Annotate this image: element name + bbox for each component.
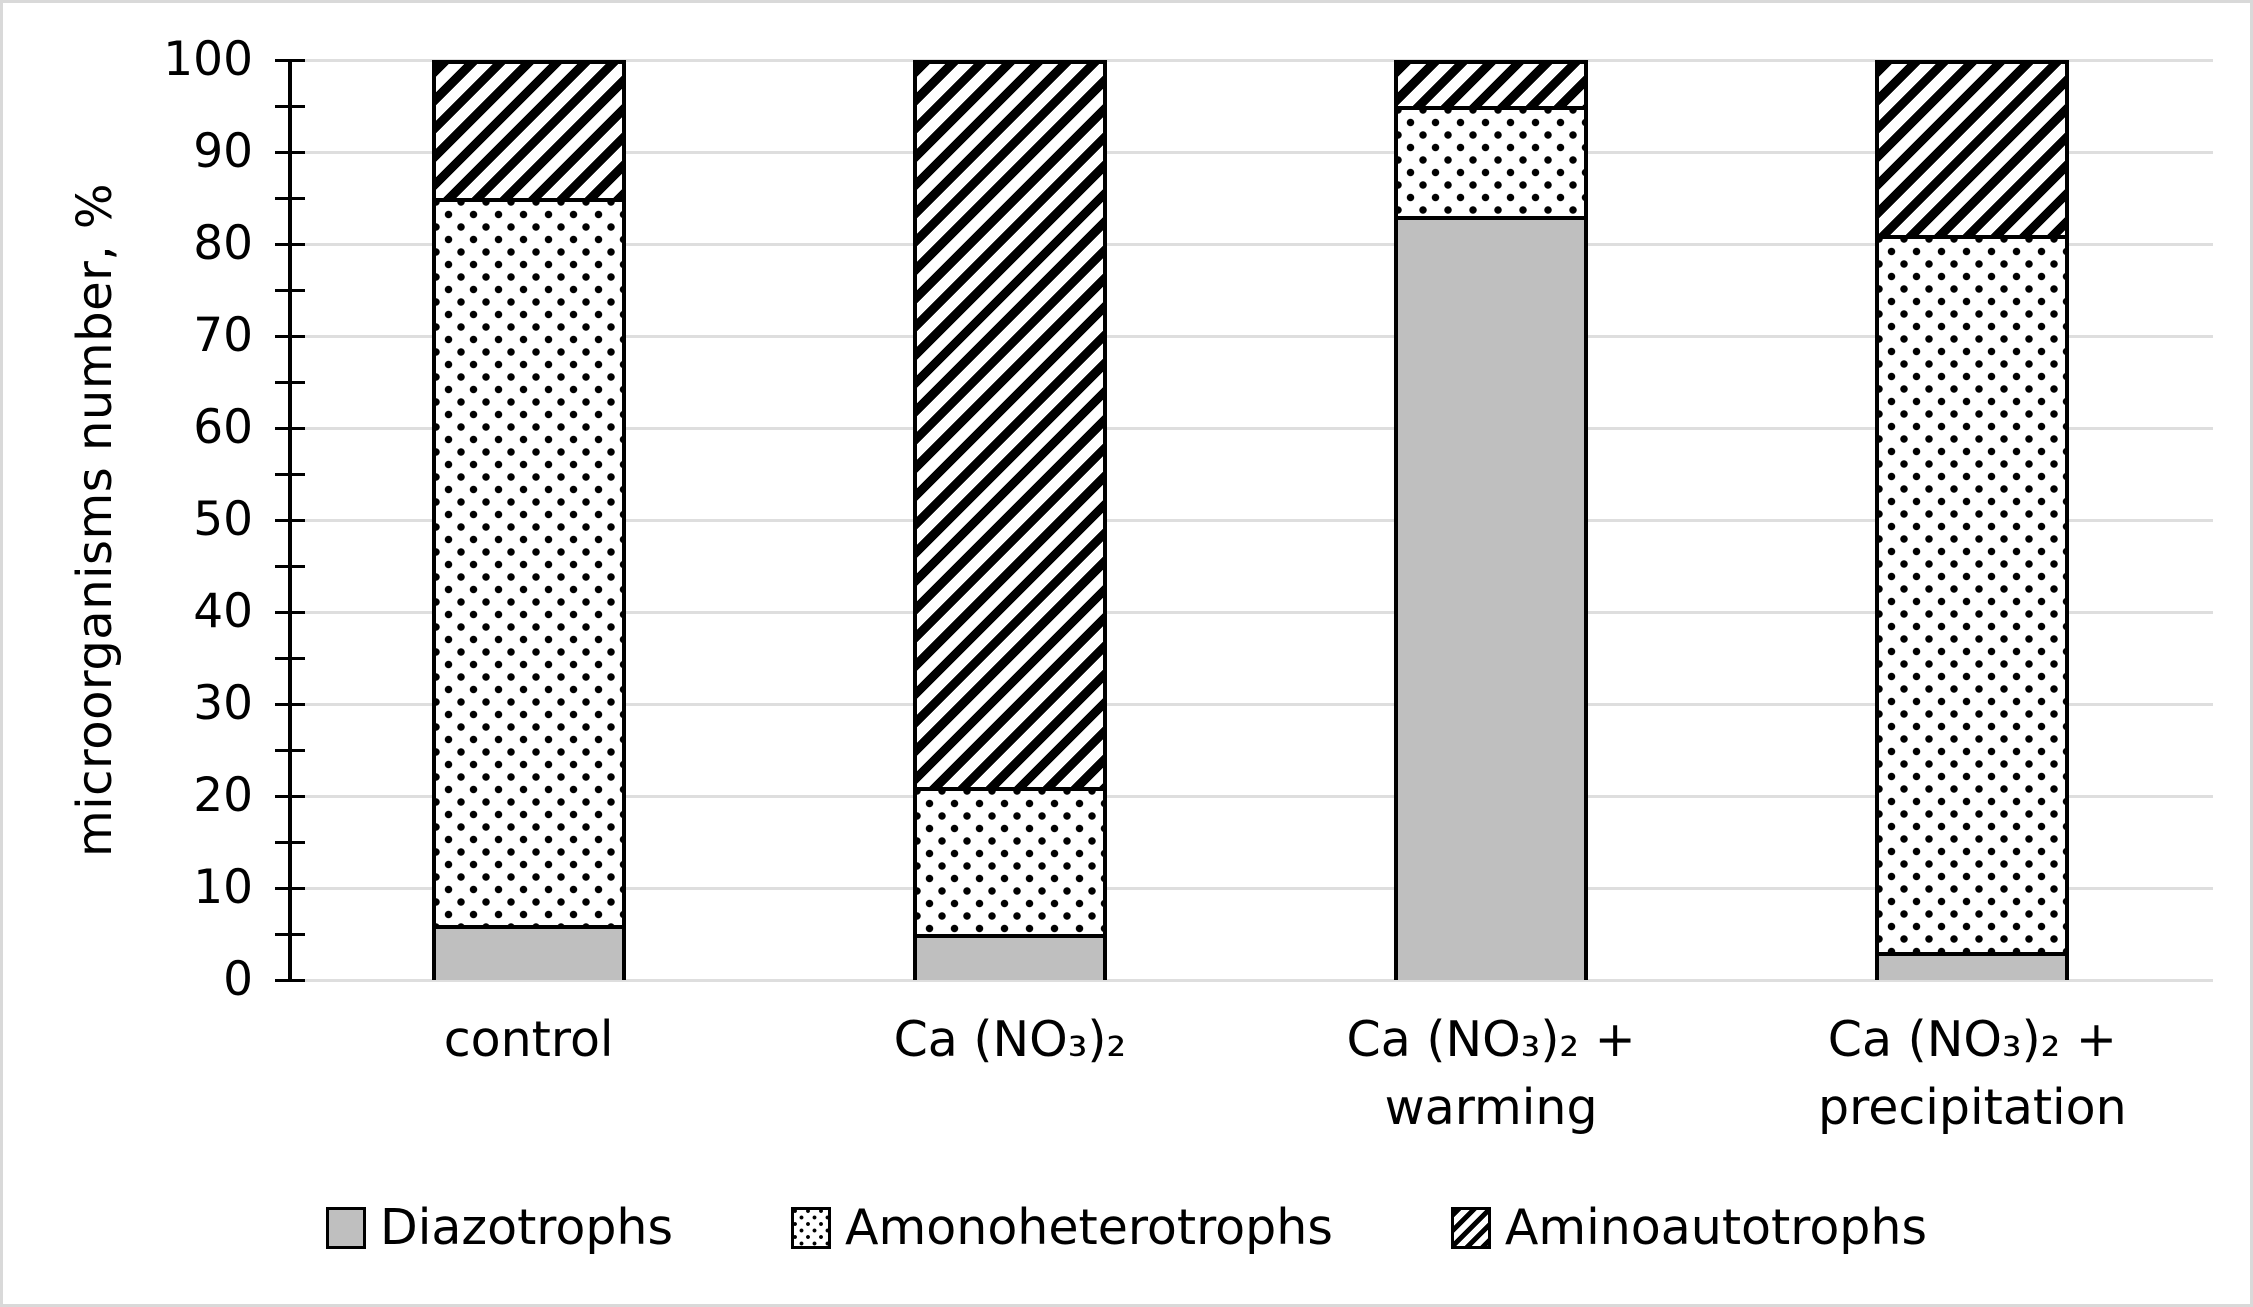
segment-aminoautotrophs (431, 60, 626, 198)
legend-label-diazotrophs: Diazotrophs (380, 1199, 674, 1256)
y-axis-tick-45 (275, 564, 305, 568)
y-tick-label-10: 10 (193, 860, 253, 915)
y-axis-tick-100 (275, 58, 305, 62)
legend-label-amonoheterotrophs: Amonoheterotrophs (845, 1199, 1333, 1256)
y-tick-label-60: 60 (193, 400, 253, 455)
gridline-50 (288, 518, 2213, 522)
segment-aminoautotrophs (1875, 60, 2070, 235)
gridline-90 (288, 150, 2213, 154)
y-tick-label-100: 100 (163, 32, 253, 87)
y-axis-tick-10 (275, 886, 305, 890)
y-tick-label-20: 20 (193, 768, 253, 823)
y-axis-tick-50 (275, 518, 305, 522)
y-axis-tick-35 (275, 656, 305, 660)
bar-ca-no-precipitation (1875, 60, 2070, 980)
x-axis-label-control: control (443, 1011, 614, 1068)
y-axis-tick-60 (275, 426, 305, 430)
y-tick-label-40: 40 (193, 584, 253, 639)
y-axis-tick-40 (275, 610, 305, 614)
x-axis-label-ca-no-warming: Ca (NO₃)₂ + warming (1346, 1011, 1636, 1136)
bar-ca-no (912, 60, 1107, 980)
y-tick-label-70: 70 (193, 308, 253, 363)
legend-swatch-solid-gray (326, 1206, 366, 1249)
x-axis-label-ca-no-precipitation: Ca (NO₃)₂ + precipitation (1818, 1011, 2127, 1136)
gridline-0 (288, 978, 2213, 982)
y-tick-label-90: 90 (193, 124, 253, 179)
legend: Diazotrophs Amonoheterotrophs Aminoautotro… (3, 1199, 2250, 1256)
y-axis-tick-85 (275, 196, 305, 200)
plot-area (275, 58, 2213, 982)
y-axis-tick-70 (275, 334, 305, 338)
y-axis-tick-65 (275, 380, 305, 384)
y-axis-tick-90 (275, 150, 305, 154)
legend-swatch-dotted (791, 1206, 832, 1249)
segment-aminoautotrophs (1394, 60, 1589, 106)
gridline-40 (288, 610, 2213, 614)
y-axis-tick-55 (275, 472, 305, 476)
legend-label-aminoautotrophs: Aminoautotrophs (1504, 1199, 1927, 1256)
gridline-70 (288, 334, 2213, 338)
bar-control (431, 60, 626, 980)
y-axis-tick-75 (275, 288, 305, 292)
y-axis-tick-15 (275, 840, 305, 844)
y-axis-tick-80 (275, 242, 305, 246)
y-tick-label-50: 50 (193, 492, 253, 547)
segment-diazotrophs (1394, 216, 1589, 980)
legend-item-amonoheterotrophs: Amonoheterotrophs (791, 1199, 1333, 1256)
segment-amonoheterotrophs (912, 786, 1107, 934)
legend-swatch-diagonal-stripes (1450, 1206, 1491, 1249)
y-axis-tick-20 (275, 794, 305, 798)
bar-ca-no-warming (1394, 60, 1589, 980)
legend-item-aminoautotrophs: Aminoautotrophs (1450, 1199, 1927, 1256)
gridline-30 (288, 702, 2213, 706)
y-axis-tick-95 (275, 104, 305, 108)
gridline-100 (288, 58, 2213, 62)
segment-diazotrophs (431, 924, 626, 980)
segment-amonoheterotrophs (1875, 234, 2070, 953)
legend-item-diazotrophs: Diazotrophs (326, 1199, 673, 1256)
gridline-10 (288, 886, 2213, 890)
y-axis-tick-25 (275, 748, 305, 752)
y-axis-tick-labels: 0 10 20 30 40 50 60 70 80 90 100 (3, 34, 253, 1006)
gridline-20 (288, 794, 2213, 798)
gridline-80 (288, 242, 2213, 246)
segment-amonoheterotrophs (1394, 106, 1589, 217)
y-axis-tick-5 (275, 932, 305, 936)
gridline-60 (288, 426, 2213, 430)
segment-aminoautotrophs (912, 60, 1107, 787)
segment-amonoheterotrophs (431, 198, 626, 925)
y-tick-label-80: 80 (193, 216, 253, 271)
x-axis-labels: control Ca (NO₃)₂ Ca (NO₃)₂ + warming Ca (N… (288, 1006, 2213, 1142)
x-axis-label-ca-no: Ca (NO₃)₂ (893, 1011, 1127, 1068)
segment-diazotrophs (912, 934, 1107, 980)
y-axis-tick-0 (275, 978, 305, 982)
y-tick-label-0: 0 (223, 952, 253, 1007)
segment-diazotrophs (1875, 952, 2070, 980)
y-axis-tick-30 (275, 702, 305, 706)
y-tick-label-30: 30 (193, 676, 253, 731)
